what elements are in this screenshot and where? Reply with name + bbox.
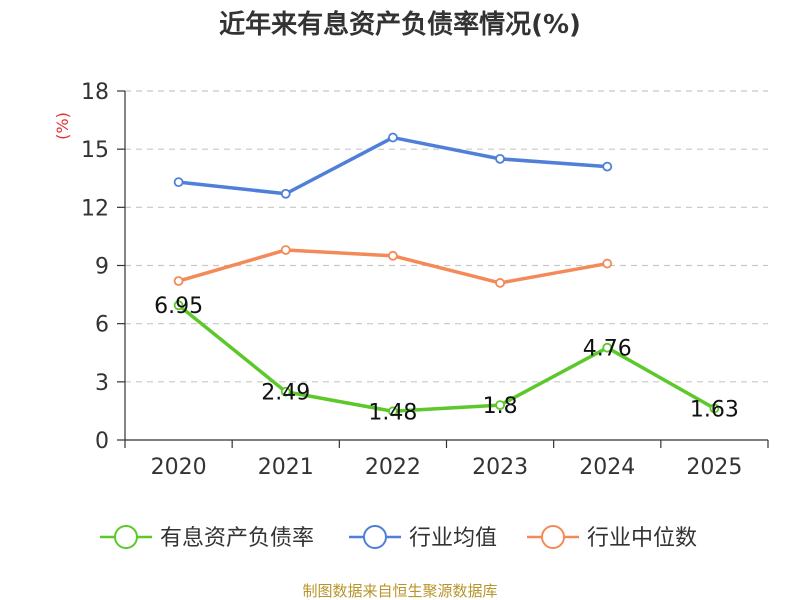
x-tick-label: 2023: [472, 455, 528, 480]
data-label: 1.63: [690, 397, 739, 422]
data-point: [602, 342, 613, 353]
data-point: [280, 386, 291, 397]
series-1: [173, 132, 613, 199]
data-point: [173, 276, 184, 286]
series-0: 6.95 2.49 1.48 1.8 4.76 1.63: [154, 294, 739, 425]
y-tick-label: 15: [81, 138, 109, 163]
data-point: [495, 278, 505, 288]
x-tick-label: 2021: [258, 455, 314, 480]
x-tick-label: 2025: [686, 455, 742, 480]
data-point: [709, 403, 720, 414]
data-point: [173, 300, 184, 311]
x-tick-label: 2024: [579, 455, 635, 480]
data-label: 1.8: [483, 394, 518, 419]
data-label: 6.95: [154, 294, 203, 319]
series-2: [173, 245, 613, 288]
y-tick-label: 0: [95, 429, 109, 454]
legend-marker: [363, 525, 387, 549]
data-point: [388, 250, 398, 261]
legend-item-2: 行业中位数: [527, 525, 697, 551]
data-point: [602, 161, 613, 172]
x-tick-label: 2020: [151, 455, 207, 480]
legend-marker: [541, 525, 565, 549]
y-tick-label: 6: [95, 313, 109, 338]
legend-label: 行业中位数: [587, 526, 697, 551]
y-tick-label: 3: [95, 371, 109, 396]
data-label: 1.48: [368, 400, 417, 425]
legend-label: 行业均值: [409, 526, 497, 551]
series-layer: 6.95 2.49 1.48 1.8 4.76 1.63: [154, 132, 739, 425]
legend: 有息资产负债率 行业均值 行业中位数: [100, 525, 697, 551]
legend-item-0: 有息资产负债率: [100, 525, 314, 551]
axes: 0 3 6 9 12 15 18 2020 2021 2022 2023 2024 2025: [81, 80, 769, 480]
series-line: [178, 135, 608, 196]
y-tick-label: 12: [81, 196, 109, 221]
y-tick-label: 18: [81, 80, 109, 105]
data-point: [173, 177, 184, 188]
y-tick-label: 9: [95, 255, 109, 280]
data-point: [602, 258, 613, 269]
chart-title: 近年来有息资产负债率情况(%): [219, 9, 581, 40]
legend-label: 有息资产负债率: [160, 526, 314, 551]
x-tick-label: 2022: [365, 455, 421, 480]
data-point: [495, 400, 505, 411]
data-point: [388, 406, 398, 417]
data-label: 4.76: [583, 337, 632, 362]
series-line: [177, 303, 716, 414]
source-note: 制图数据来自恒生聚源数据库: [302, 582, 497, 600]
data-point: [388, 132, 398, 143]
data-point: [280, 188, 291, 199]
legend-item-1: 行业均值: [349, 525, 497, 551]
data-point: [495, 153, 505, 164]
data-point: [280, 245, 291, 255]
legend-marker: [114, 525, 138, 549]
y-axis-unit: (%): [53, 112, 72, 140]
data-label: 2.49: [261, 381, 310, 406]
